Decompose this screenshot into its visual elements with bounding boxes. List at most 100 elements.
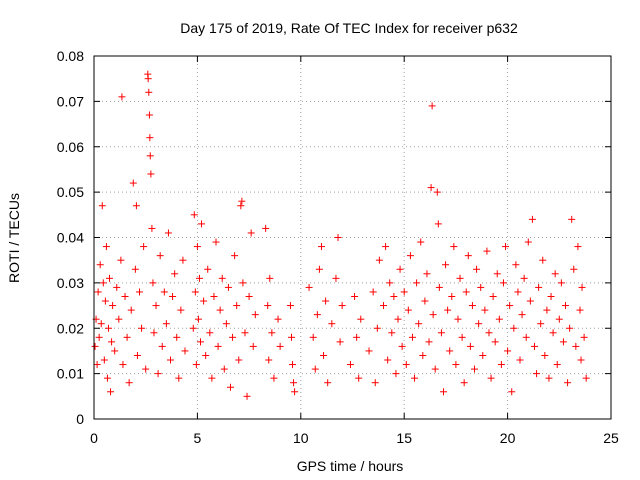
- data-point: [514, 288, 522, 296]
- data-point: [142, 365, 150, 373]
- data-point: [526, 297, 534, 305]
- data-point: [530, 342, 538, 350]
- data-point: [324, 379, 332, 387]
- data-point: [239, 279, 247, 287]
- data-point: [145, 88, 153, 96]
- data-point: [365, 347, 373, 355]
- data-point: [102, 243, 110, 251]
- data-point: [129, 179, 137, 187]
- data-point: [93, 361, 101, 369]
- data-point: [208, 374, 216, 382]
- data-point: [117, 256, 125, 264]
- data-point: [400, 288, 408, 296]
- data-point: [516, 356, 524, 364]
- data-point: [524, 238, 532, 246]
- data-point: [338, 302, 346, 310]
- data-point: [439, 388, 447, 396]
- data-point: [313, 311, 321, 319]
- data-point: [336, 338, 344, 346]
- data-point: [328, 320, 336, 328]
- data-point: [394, 315, 402, 323]
- data-point: [564, 379, 572, 387]
- data-point: [216, 306, 224, 314]
- data-point: [332, 274, 340, 282]
- data-point: [305, 283, 313, 291]
- data-point: [132, 202, 140, 210]
- data-point: [375, 256, 383, 264]
- data-point: [111, 347, 119, 355]
- data-points: [91, 70, 590, 400]
- y-tick-label: 0.03: [57, 275, 84, 291]
- data-point: [322, 297, 330, 305]
- x-tick-label: 10: [293, 430, 309, 446]
- data-point: [520, 274, 528, 282]
- data-point: [131, 265, 139, 273]
- data-point: [127, 306, 135, 314]
- data-point: [106, 274, 114, 282]
- data-point: [396, 265, 404, 273]
- data-point: [164, 229, 172, 237]
- y-tick-label: 0.06: [57, 139, 84, 155]
- data-point: [466, 342, 474, 350]
- data-point: [580, 333, 588, 341]
- data-point: [428, 102, 436, 110]
- data-point: [582, 374, 590, 382]
- data-point: [95, 333, 103, 341]
- data-point: [570, 265, 578, 273]
- data-point: [543, 306, 551, 314]
- data-point: [512, 261, 520, 269]
- data-point: [107, 388, 115, 396]
- data-point: [533, 370, 541, 378]
- data-point: [502, 243, 510, 251]
- data-point: [133, 351, 141, 359]
- data-point: [315, 265, 323, 273]
- data-point: [384, 356, 392, 364]
- data-point: [351, 292, 359, 300]
- data-point: [471, 365, 479, 373]
- data-point: [150, 329, 158, 337]
- data-point: [462, 288, 470, 296]
- data-point: [160, 288, 168, 296]
- data-point: [171, 270, 179, 278]
- y-tick-label: 0.08: [57, 48, 84, 64]
- data-point: [483, 247, 491, 255]
- data-point: [229, 333, 237, 341]
- data-point: [212, 238, 220, 246]
- data-point: [146, 152, 154, 160]
- data-point: [497, 361, 505, 369]
- data-point: [123, 333, 131, 341]
- data-point: [220, 365, 228, 373]
- data-point: [121, 292, 129, 300]
- data-point: [101, 297, 109, 305]
- data-point: [202, 351, 210, 359]
- y-tick-label: 0.02: [57, 320, 84, 336]
- data-point: [411, 374, 419, 382]
- data-point: [113, 283, 121, 291]
- data-point: [181, 347, 189, 355]
- y-tick-label: 0.05: [57, 184, 84, 200]
- data-point: [568, 215, 576, 223]
- data-point: [408, 333, 416, 341]
- data-point: [189, 324, 197, 332]
- data-point: [390, 292, 398, 300]
- data-point: [156, 252, 164, 260]
- chart-title: Day 175 of 2019, Rate Of TEC Index for r…: [180, 20, 518, 36]
- data-point: [442, 261, 450, 269]
- data-point: [193, 243, 201, 251]
- data-point: [435, 283, 443, 291]
- data-point: [574, 243, 582, 251]
- x-ticks: 0 5 10 15 20 25: [90, 56, 619, 446]
- data-point: [577, 356, 585, 364]
- data-point: [289, 361, 297, 369]
- data-point: [268, 329, 276, 337]
- data-point: [118, 93, 126, 101]
- data-point: [98, 202, 106, 210]
- data-point: [452, 361, 460, 369]
- data-point: [353, 333, 361, 341]
- data-point: [158, 342, 166, 350]
- data-point: [398, 342, 406, 350]
- data-point: [264, 302, 272, 310]
- data-point: [135, 288, 143, 296]
- data-point: [547, 292, 555, 300]
- data-point: [576, 306, 584, 314]
